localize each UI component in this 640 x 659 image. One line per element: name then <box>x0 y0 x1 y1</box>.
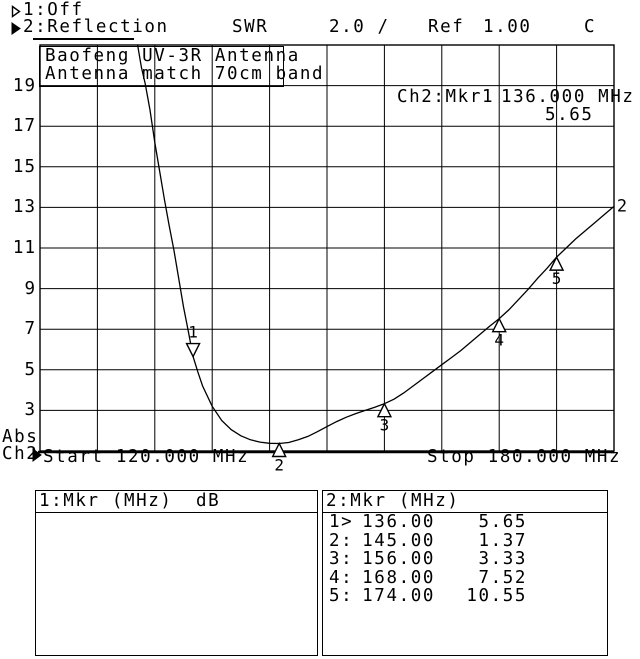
ch2-axis-arrow-icon <box>32 448 42 462</box>
marker-row-label: 4: <box>329 567 354 588</box>
marker-table-ch1-header: 1:Mkr (MHz) dB <box>36 491 317 513</box>
marker-table-ch1-unit: dB <box>196 491 221 511</box>
y-axis-tick-label: 3 <box>24 400 36 421</box>
scale-per-div: 2.0 / <box>329 17 390 37</box>
marker-row-frequency: 145.00 <box>362 530 435 551</box>
y-axis-tick-label: 7 <box>24 319 36 340</box>
marker-triangle-icon <box>491 317 507 333</box>
marker-triangle-icon <box>271 441 287 458</box>
marker-row-value: 3.33 <box>478 549 527 569</box>
y-axis-tick-label: 5 <box>24 359 36 380</box>
channel2-arrow-icon <box>11 22 21 35</box>
ch2-axis-label: Ch2 <box>2 444 39 464</box>
marker-table-ch2: 2:Mkr (MHz) 1> 136.00 5.65 2: 145.00 1.37 3: 15… <box>322 490 608 656</box>
format-label: SWR <box>232 17 269 37</box>
marker-table-row: 4: 168.00 7.52 <box>323 567 607 588</box>
y-axis-tick-label: 11 <box>12 238 36 258</box>
y-axis-tick-label: 9 <box>24 278 36 299</box>
marker-row-frequency: 174.00 <box>362 586 435 606</box>
marker-row-value: 7.52 <box>478 567 527 588</box>
ref-label: Ref <box>428 17 465 37</box>
y-axis-tick-label: 15 <box>12 156 36 177</box>
marker-readout-prefix: Ch2:Mkr1 <box>397 87 495 107</box>
stop-frequency-label: Stop 180.000 MHz <box>427 447 622 467</box>
marker-row-frequency: 156.00 <box>362 549 435 569</box>
channel1-arrow-icon <box>11 5 21 18</box>
marker-row-frequency: 168.00 <box>362 567 435 588</box>
marker-row-value: 5.65 <box>478 512 527 532</box>
marker-table-row: 1> 136.00 5.65 <box>323 513 607 532</box>
marker-table-row: 3: 156.00 3.33 <box>323 550 607 569</box>
abs-units-label: Abs <box>2 427 39 447</box>
marker-table-ch1: 1:Mkr (MHz) dB <box>35 490 318 656</box>
marker-table-ch2-header: 2:Mkr (MHz) <box>323 491 607 513</box>
marker-readout-freq: 136.000 MHz <box>501 87 635 107</box>
marker-row-label: 1> <box>329 512 354 532</box>
marker-table-row: 5: 174.00 10.55 <box>323 587 607 606</box>
marker-number: 5 <box>552 269 562 288</box>
chart-title-line2: Antenna match 70cm band <box>45 64 325 84</box>
marker-row-label: 5: <box>329 586 354 606</box>
marker-table-ch1-title: 1:Mkr (MHz) <box>39 491 173 511</box>
marker-number: 4 <box>494 331 504 350</box>
marker-row-value: 1.37 <box>478 530 527 551</box>
marker-number: 1 <box>188 323 198 342</box>
marker-row-frequency: 136.00 <box>362 512 435 532</box>
marker-row-label: 2: <box>329 530 354 551</box>
marker-triangle-icon <box>185 342 201 359</box>
active-channel-underline <box>33 38 134 40</box>
trace-number-label: 2 <box>617 196 627 216</box>
ref-value: 1.00 <box>483 17 532 37</box>
chart-title-line1: Baofeng UV-3R Antenna <box>45 46 300 66</box>
marker-triangle-icon <box>548 255 565 271</box>
chart-title-box: Baofeng UV-3R Antenna Antenna match 70cm… <box>39 46 325 87</box>
marker-number: 3 <box>380 416 390 435</box>
marker-table-ch2-body: 1> 136.00 5.65 2: 145.00 1.37 3: 156.00 3.33 4: 16… <box>323 513 607 606</box>
marker-row-value: 10.55 <box>466 586 527 606</box>
y-axis-tick-label: 19 <box>12 75 36 96</box>
cal-indicator: C <box>584 17 597 37</box>
channel2-label: 2:Reflection <box>23 17 169 37</box>
marker-triangle-icon <box>376 402 393 418</box>
y-axis-tick-label: 13 <box>12 197 36 218</box>
marker-number: 2 <box>274 455 284 474</box>
swr-trace <box>136 44 615 445</box>
y-axis-tick-label: 17 <box>12 116 36 137</box>
marker-row-label: 3: <box>329 549 354 569</box>
marker-readout-value: 5.65 <box>545 105 594 125</box>
start-frequency-label: Start 120.000 MHz <box>43 447 250 467</box>
marker-table-row: 2: 145.00 1.37 <box>323 530 607 551</box>
marker-table-ch2-title: 2:Mkr (MHz) <box>326 491 460 511</box>
channel1-label: 1:Off <box>23 0 84 20</box>
